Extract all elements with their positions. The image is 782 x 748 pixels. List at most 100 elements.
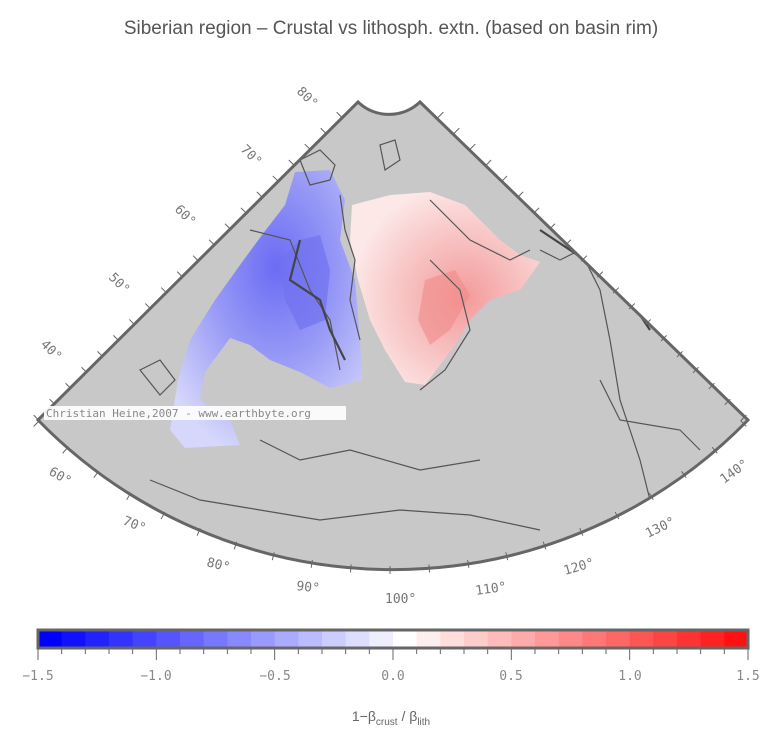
latitude-tick [65, 382, 72, 390]
colorbar-segment [440, 630, 465, 648]
cb-label-main: 1−β [351, 708, 376, 724]
colorbar-segment [653, 630, 678, 648]
latitude-tick [692, 366, 699, 374]
latitude-tick [128, 319, 136, 326]
longitude-tick [542, 541, 547, 550]
colorbar-segment [251, 630, 276, 648]
map-frame [35, 99, 751, 572]
colorbar-segment [677, 630, 702, 648]
colorbar-segment [369, 630, 394, 648]
longitude-tick [428, 564, 431, 573]
latitude-tick [740, 414, 747, 422]
latitude-tick [517, 191, 524, 198]
latitude-tick [453, 127, 460, 135]
cb-tick-label: 1.5 [736, 669, 759, 684]
colorbar-segment [582, 630, 607, 648]
cb-label-mid: / β [397, 708, 418, 724]
colorbar-label: 1−βcrust / βlith [0, 708, 782, 728]
lon-label-100: 100° [385, 592, 416, 607]
longitude-tick [33, 420, 40, 427]
colorbar-segment [156, 630, 181, 648]
latitude-tick [660, 335, 667, 342]
strong-negative-core [280, 235, 330, 330]
lat-label-40: 40° [37, 337, 64, 364]
lon-label-120: 120° [562, 556, 596, 579]
lon-label-130: 130° [643, 514, 678, 541]
colorbar-segment [629, 630, 654, 648]
colorbar-segment [724, 630, 749, 648]
latitude-tick [81, 366, 88, 374]
longitude-tick [349, 564, 352, 573]
latitude-tick [33, 414, 40, 422]
colorbar-segment [322, 630, 347, 648]
colorbar-segment [109, 630, 134, 648]
latitude-tick [501, 175, 508, 182]
latitude-tick [320, 127, 327, 135]
longitude-tick [310, 559, 313, 568]
lat-label-50: 50° [105, 270, 132, 297]
latitude-tick [176, 271, 184, 278]
lon-label-90: 90° [296, 579, 321, 596]
longitude-tick [126, 492, 132, 500]
colorbar-segment [203, 630, 228, 648]
colorbar-segment [298, 630, 323, 648]
longitude-tick [681, 470, 687, 479]
lon-label-110: 110° [474, 580, 507, 599]
cb-tick-label: 0.5 [499, 669, 522, 684]
latitude-tick [485, 159, 492, 166]
latitude-tick [724, 398, 731, 406]
colorbar-segment [227, 630, 252, 648]
latitude-tick [596, 271, 604, 278]
longitude-tick [648, 492, 654, 500]
colorbar-segment [535, 630, 560, 648]
latitude-tick [549, 223, 556, 230]
strong-positive-core [418, 270, 470, 345]
colorbar-segment [180, 630, 205, 648]
colorbar-segment [511, 630, 536, 648]
cb-tick-label: −1.0 [140, 669, 171, 684]
colorbar-segment [274, 630, 299, 648]
longitude-tick [711, 446, 718, 454]
latitude-tick [580, 255, 588, 262]
longitude-tick [62, 446, 69, 454]
colorbar-segment [700, 630, 725, 648]
colorbar-segment [61, 630, 86, 648]
latitude-tick [708, 382, 715, 390]
longitude-tick [233, 541, 238, 550]
longitude-tick [196, 528, 201, 536]
colorbar-segment [393, 630, 418, 648]
cb-tick-label: 1.0 [618, 669, 641, 684]
lon-label-70: 70° [121, 514, 148, 537]
watermark-box [44, 406, 346, 420]
colorbar-segment [558, 630, 583, 648]
latitude-tick [272, 175, 279, 182]
longitude-tick [614, 511, 620, 520]
colorbar-tick-labels: −1.5 −1.0 −0.5 0.0 0.5 1.0 1.5 [22, 669, 759, 684]
latitude-tick [224, 223, 231, 230]
watermark: Christian Heine,2007 - www.earthbyte.org [46, 407, 311, 420]
lat-label-60: 60° [171, 202, 198, 229]
latitude-tick [533, 207, 540, 214]
latitude-tick [144, 303, 152, 310]
latitude-tick [192, 255, 200, 262]
cb-tick-label: −0.5 [259, 669, 290, 684]
lon-label-140: 140° [718, 457, 752, 488]
longitude-tick [579, 528, 584, 536]
latitude-tick [288, 159, 295, 166]
longitude-tick [93, 470, 99, 479]
frame-ticks [33, 111, 747, 574]
colorbar-segment [345, 630, 370, 648]
latitude-tick [304, 143, 311, 151]
lat-label-80: 80° [293, 84, 320, 111]
lon-label-60: 60° [46, 464, 74, 489]
latitude-tick [49, 398, 56, 406]
latitude-tick [628, 303, 636, 310]
longitude-tick [467, 559, 470, 568]
latitude-tick [676, 350, 683, 358]
colorbar-segment [132, 630, 157, 648]
latitude-tick [160, 287, 168, 294]
lon-label-80: 80° [205, 555, 231, 575]
colorbar-segment [85, 630, 110, 648]
longitude-tick [740, 420, 747, 427]
